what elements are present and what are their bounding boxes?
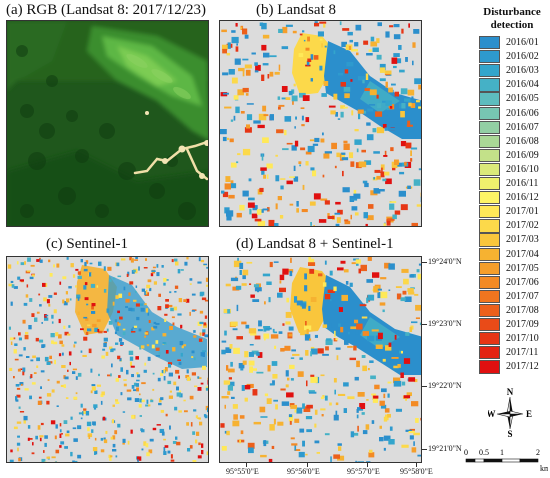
legend-swatch xyxy=(479,205,500,219)
legend-label: 2016/09 xyxy=(506,149,539,161)
north-label: N xyxy=(507,387,514,397)
legend-label: 2017/08 xyxy=(506,304,539,316)
lat-label-1: 19°24'0"N xyxy=(428,257,462,266)
scale-segment xyxy=(501,458,521,463)
lon-tick-1 xyxy=(246,463,247,467)
scale-segment xyxy=(519,458,539,463)
scale-tick-label: 0.5 xyxy=(479,448,489,457)
legend-swatch xyxy=(479,78,500,92)
scale-tick-label: 2 xyxy=(536,448,540,457)
legend-swatch xyxy=(479,106,500,120)
legend-swatch xyxy=(479,275,500,289)
lon-tick-4 xyxy=(416,463,417,467)
legend-swatch xyxy=(479,219,500,233)
legend-label: 2016/03 xyxy=(506,65,539,77)
legend-swatch xyxy=(479,191,500,205)
legend-swatch xyxy=(479,177,500,191)
legend-label: 2016/04 xyxy=(506,79,539,91)
legend-label: 2016/01 xyxy=(506,37,539,48)
legend-swatch xyxy=(479,360,500,374)
lat-tick-1 xyxy=(422,262,427,263)
legend-label: 2017/11 xyxy=(506,347,539,359)
lat-tick-4 xyxy=(422,449,427,450)
lat-label-4: 19°21'0"N xyxy=(428,444,462,453)
legend-swatch xyxy=(479,120,500,134)
legend-swatch xyxy=(479,332,500,346)
panel-a-title: (a) RGB (Landsat 8: 2017/12/23) xyxy=(6,2,206,18)
legend-swatch xyxy=(479,50,500,64)
north-arrow-icon: N S E W xyxy=(488,387,532,438)
legend-swatch xyxy=(479,162,500,177)
scale-segment xyxy=(474,458,485,463)
sentinel1-map xyxy=(7,257,208,462)
lat-label-2: 19°23'0"N xyxy=(428,319,462,328)
legend-label: 2016/11 xyxy=(506,178,539,189)
scale-tick-label: 0 xyxy=(464,448,468,457)
lat-tick-3 xyxy=(422,386,427,387)
west-label: W xyxy=(488,409,496,419)
legend-label: 2017/02 xyxy=(506,220,539,232)
legend-swatch xyxy=(479,134,500,148)
legend-label: 2017/05 xyxy=(506,262,539,274)
lat-tick-2 xyxy=(422,324,427,325)
legend-label: 2017/03 xyxy=(506,234,539,246)
legend-swatch xyxy=(479,346,500,360)
legend-label: 2017/04 xyxy=(506,248,539,260)
legend-swatch xyxy=(479,303,500,318)
scale-bar: 0 0.5 1 2km xyxy=(464,448,548,473)
sentinel1-map-panel xyxy=(6,256,209,463)
lon-tick-3 xyxy=(367,463,368,467)
legend-swatch xyxy=(479,233,500,247)
legend-label: 2016/02 xyxy=(506,51,539,63)
lon-label-3: 95°57'0"E xyxy=(347,467,380,476)
legend-swatch xyxy=(479,148,500,163)
legend-swatch xyxy=(479,261,500,275)
south-label: S xyxy=(507,429,512,438)
legend-label: 2016/07 xyxy=(506,121,539,133)
legend-label: 2017/07 xyxy=(506,290,539,302)
legend-label: 2017/01 xyxy=(506,206,539,218)
rgb-image xyxy=(7,21,208,226)
rgb-image-panel xyxy=(6,20,209,227)
legend-swatch xyxy=(479,92,500,106)
legend-swatch xyxy=(479,64,500,78)
panel-c-title: (c) Sentinel-1 xyxy=(46,236,129,252)
legend-swatch xyxy=(479,36,500,50)
lon-label-4: 95°58'0"E xyxy=(400,467,433,476)
combined-map-panel xyxy=(219,256,422,463)
combined-map xyxy=(220,257,421,462)
landsat8-map xyxy=(220,21,421,226)
legend-label: 2017/09 xyxy=(506,319,539,330)
legend-swatch xyxy=(479,247,500,261)
legend-label: 2017/12 xyxy=(506,361,539,373)
legend-label: 2016/06 xyxy=(506,107,539,119)
legend-label: 2017/06 xyxy=(506,276,539,288)
scale-unit: km xyxy=(540,464,548,473)
legend-title: Disturbance detection xyxy=(483,6,541,31)
legend-label: 2016/05 xyxy=(506,93,539,105)
legend-swatch xyxy=(479,318,500,332)
legend-label: 2016/10 xyxy=(506,163,539,175)
panel-b-title: (b) Landsat 8 xyxy=(256,2,336,18)
legend-label: 2016/08 xyxy=(506,135,539,147)
panel-d-title: (d) Landsat 8 + Sentinel-1 xyxy=(236,236,394,252)
east-label: E xyxy=(526,409,532,419)
legend-label: 2016/12 xyxy=(506,192,539,204)
lon-tick-2 xyxy=(307,463,308,467)
lon-label-2: 95°56'0"E xyxy=(287,467,320,476)
landsat8-map-panel xyxy=(219,20,422,227)
lon-label-1: 95°55'0"E xyxy=(226,467,259,476)
legend-label: 2017/10 xyxy=(506,333,539,345)
scale-segment xyxy=(465,458,476,463)
scale-tick-label: 1 xyxy=(500,448,504,457)
lat-label-3: 19°22'0"N xyxy=(428,381,462,390)
scale-segment xyxy=(483,458,503,463)
legend-swatch xyxy=(479,289,500,304)
forest-texture xyxy=(16,45,196,220)
